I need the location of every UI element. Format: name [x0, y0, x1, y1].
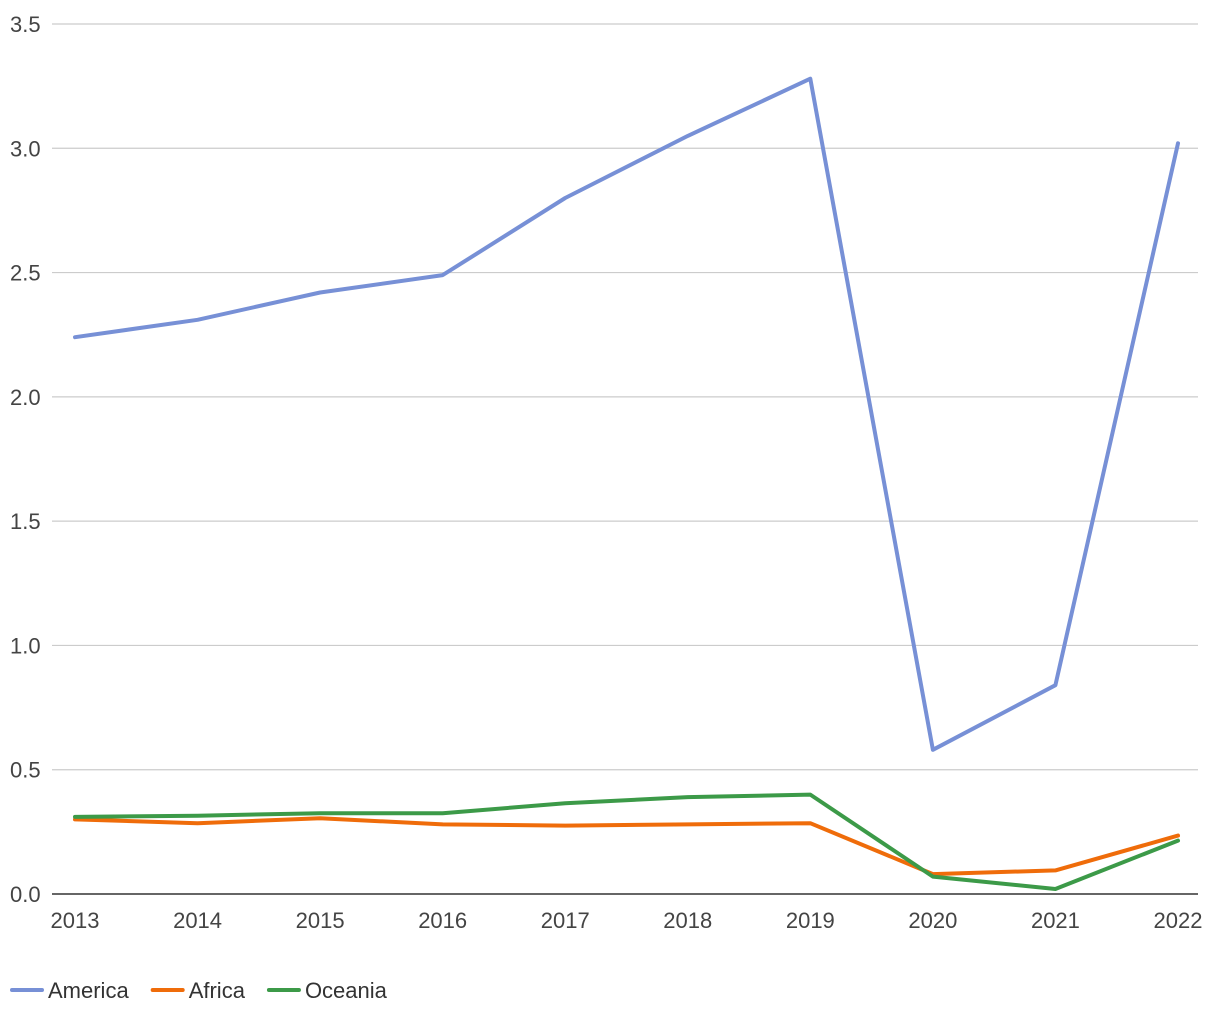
- x-tick-label: 2013: [51, 908, 100, 933]
- x-tick-label: 2018: [663, 908, 712, 933]
- legend-item-oceania[interactable]: Oceania: [266, 978, 388, 1003]
- y-tick-label: 0.0: [10, 882, 41, 907]
- series-line-oceania: [73, 792, 1180, 891]
- x-tick-label: 2016: [418, 908, 467, 933]
- y-tick-label: 3.5: [10, 12, 41, 37]
- legend-label: Oceania: [305, 978, 388, 1003]
- gridlines: [52, 23, 1198, 771]
- legend-item-america[interactable]: America: [10, 978, 129, 1003]
- series-line-africa: [73, 816, 1180, 877]
- y-tick-label: 2.5: [10, 261, 41, 286]
- y-tick-label: 3.0: [10, 136, 41, 161]
- x-tick-label: 2022: [1154, 908, 1203, 933]
- legend[interactable]: America Africa Oceania: [10, 978, 388, 1003]
- y-tick-label: 2.0: [10, 385, 41, 410]
- y-tick-label: 0.5: [10, 758, 41, 783]
- legend-item-africa[interactable]: Africa: [150, 978, 246, 1003]
- x-tick-label: 2015: [296, 908, 345, 933]
- y-tick-label: 1.0: [10, 633, 41, 658]
- y-axis-tick-labels: 0.0 0.5 1.0 1.5 2.0 2.5 3.0 3.5: [10, 12, 41, 907]
- x-tick-label: 2017: [541, 908, 590, 933]
- x-tick-label: 2021: [1031, 908, 1080, 933]
- x-axis-tick-labels: 2013 2014 2015 2016 2017 2018 2019 2020 2021 2022: [51, 908, 1203, 933]
- x-tick-label: 2020: [908, 908, 957, 933]
- series-lines: [73, 76, 1180, 891]
- legend-label: America: [48, 978, 129, 1003]
- series-line-america: [73, 76, 1180, 752]
- x-tick-label: 2019: [786, 908, 835, 933]
- legend-label: Africa: [189, 978, 246, 1003]
- y-tick-label: 1.5: [10, 509, 41, 534]
- x-tick-label: 2014: [173, 908, 222, 933]
